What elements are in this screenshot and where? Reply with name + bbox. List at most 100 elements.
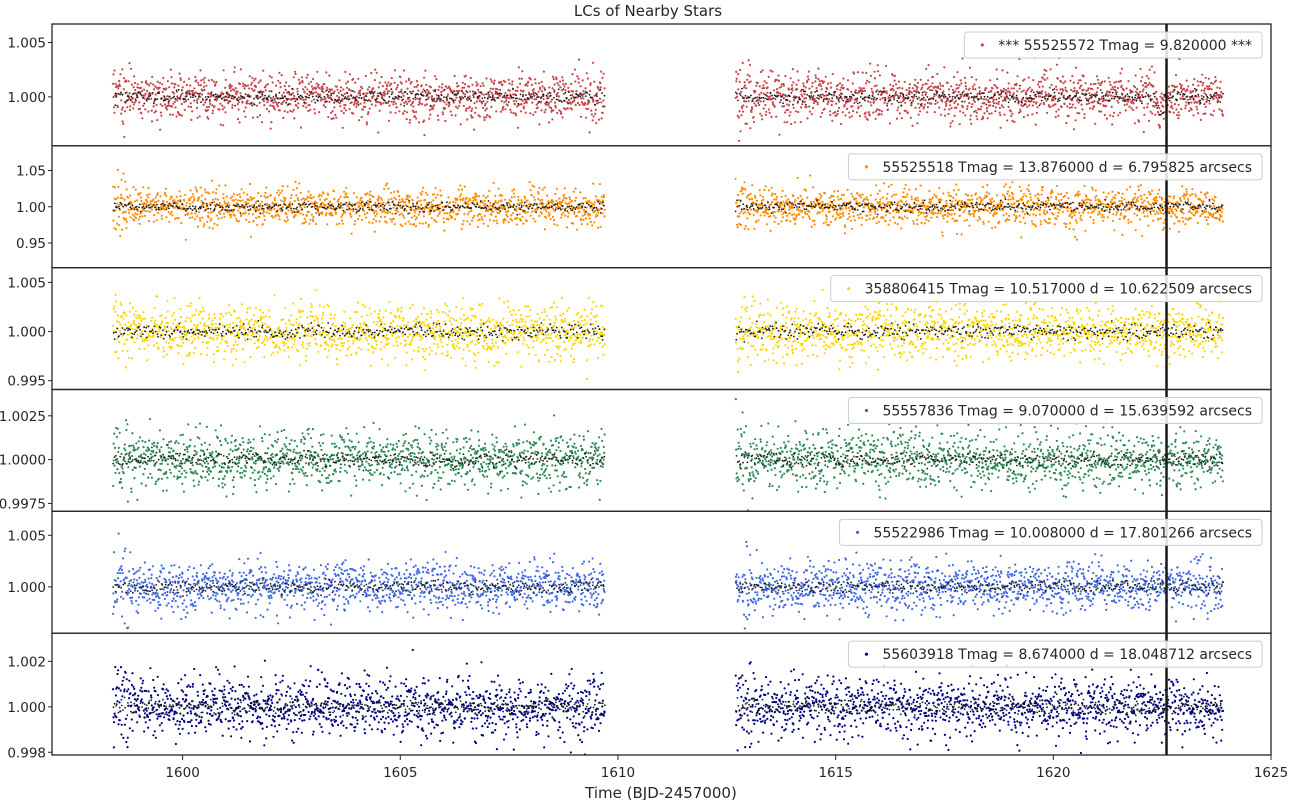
data-point (266, 101, 269, 104)
data-point (565, 226, 569, 229)
data-point (1197, 112, 1200, 115)
binned-point (433, 97, 436, 100)
binned-point (189, 96, 192, 98)
binned-point (440, 93, 443, 96)
data-point (421, 90, 424, 94)
data-point (493, 96, 496, 99)
binned-point (303, 101, 306, 104)
data-point (440, 194, 443, 197)
binned-point (390, 88, 393, 91)
binned-point (255, 96, 258, 99)
data-point (775, 115, 778, 118)
binned-point (191, 209, 194, 212)
data-point (1055, 85, 1058, 88)
binned-point (934, 99, 937, 102)
data-point (326, 88, 329, 91)
data-point (1051, 104, 1054, 107)
data-point (583, 101, 587, 105)
data-point (587, 199, 590, 202)
data-point (1185, 79, 1188, 82)
binned-point (806, 93, 808, 96)
binned-point (148, 92, 151, 94)
data-point (1113, 81, 1116, 84)
data-point (515, 100, 518, 103)
data-point (292, 92, 295, 95)
data-point (571, 199, 574, 202)
data-point (222, 96, 225, 99)
data-point (897, 80, 901, 83)
data-point (1174, 74, 1178, 77)
data-point (188, 216, 191, 219)
data-point (475, 81, 478, 84)
binned-point (243, 97, 246, 99)
binned-point (847, 98, 849, 101)
data-point (438, 203, 442, 206)
binned-point (762, 96, 765, 99)
data-point (1064, 86, 1067, 89)
data-point (305, 76, 308, 79)
data-point (149, 210, 152, 213)
binned-point (1194, 87, 1196, 90)
binned-point (217, 96, 220, 98)
data-point (457, 209, 461, 212)
binned-point (483, 96, 486, 99)
binned-point (1077, 92, 1080, 94)
binned-point (596, 99, 599, 102)
data-point (187, 212, 190, 215)
data-point (410, 216, 413, 219)
data-point (529, 112, 532, 115)
data-point (293, 97, 296, 100)
data-point (592, 182, 595, 185)
data-point (157, 199, 160, 202)
data-point (241, 97, 244, 100)
data-point (1074, 119, 1077, 122)
binned-point (1014, 100, 1017, 103)
data-point (1060, 105, 1063, 109)
data-point (574, 187, 577, 190)
data-point (374, 201, 377, 204)
data-point (534, 220, 537, 223)
data-point (375, 210, 378, 213)
data-point (484, 196, 487, 199)
binned-point (229, 100, 231, 103)
binned-point (899, 92, 902, 94)
data-point (268, 75, 271, 78)
data-point (147, 187, 150, 190)
data-point (200, 93, 204, 96)
data-point (173, 100, 176, 104)
binned-point (287, 206, 289, 209)
data-point (1099, 110, 1103, 113)
data-point (1044, 91, 1047, 94)
data-point (176, 99, 179, 102)
binned-point (427, 203, 430, 206)
legend-marker (980, 43, 984, 47)
data-point (1180, 108, 1183, 111)
data-point (325, 71, 328, 74)
data-point (412, 105, 415, 108)
data-point (420, 203, 423, 206)
binned-point (810, 95, 813, 97)
binned-point (310, 91, 313, 93)
binned-point (1177, 91, 1180, 94)
data-point (992, 95, 995, 98)
data-point (997, 100, 1001, 103)
binned-point (281, 209, 284, 212)
data-point (304, 86, 307, 89)
data-point (118, 224, 121, 227)
data-point (1073, 87, 1076, 90)
data-point (1162, 99, 1165, 102)
data-point (905, 94, 908, 97)
binned-point (902, 95, 905, 98)
data-point (1101, 80, 1104, 83)
binned-point (1114, 95, 1116, 98)
data-point (560, 112, 563, 115)
data-point (165, 87, 168, 90)
data-point (999, 126, 1002, 129)
data-point (413, 85, 416, 89)
data-point (266, 195, 270, 199)
data-point (134, 188, 137, 191)
binned-point (784, 94, 786, 96)
data-point (325, 86, 328, 89)
data-point (431, 203, 434, 206)
data-point (597, 226, 600, 230)
